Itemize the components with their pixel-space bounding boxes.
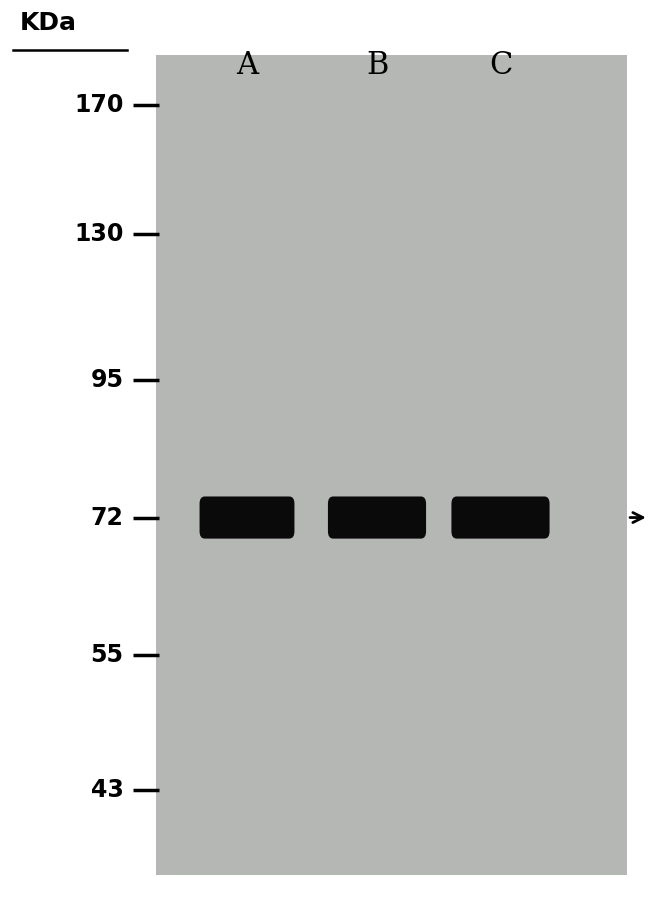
Text: 72: 72 [90, 506, 124, 529]
Text: 130: 130 [74, 222, 124, 245]
Text: 55: 55 [90, 643, 124, 667]
Bar [156, 55, 627, 875]
Text: C: C [489, 50, 512, 82]
FancyBboxPatch shape [328, 496, 426, 539]
Text: 95: 95 [90, 368, 124, 392]
Text: B: B [366, 50, 388, 82]
FancyBboxPatch shape [200, 496, 294, 539]
Text: 170: 170 [74, 93, 124, 117]
FancyBboxPatch shape [451, 496, 550, 539]
Text: KDa: KDa [20, 11, 77, 35]
Text: 43: 43 [90, 778, 124, 802]
Text: A: A [236, 50, 258, 82]
